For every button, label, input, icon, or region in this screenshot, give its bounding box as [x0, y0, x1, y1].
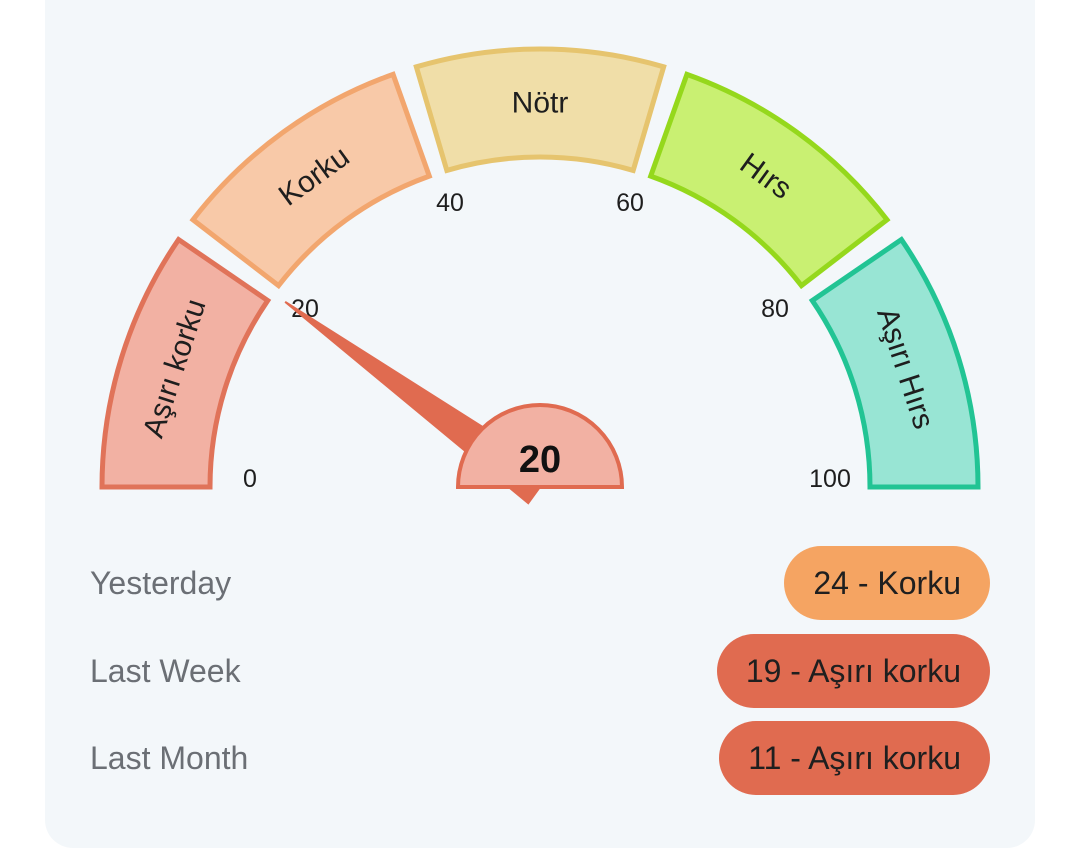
gauge-segment-aşırı-korku: [99, 236, 272, 490]
history-value-badge: 19 - Aşırı korku: [716, 634, 990, 708]
gauge-tick-label: 80: [761, 295, 789, 323]
gauge-tick-label: 40: [436, 189, 464, 217]
gauge-segment-label: Nötr: [512, 87, 569, 120]
history-value-badge: 11 - Aşırı korku: [719, 721, 990, 795]
history-label: Last Week: [90, 652, 241, 689]
gauge-segment-hırs: [647, 71, 891, 290]
gauge-value-label: 20: [519, 439, 561, 481]
gauge-segment-nötr: [413, 46, 667, 174]
gauge-needle-hub: [455, 403, 625, 489]
history-label: Yesterday: [90, 564, 232, 601]
history-row-last-month: Last Month 11 - Aşırı korku: [90, 721, 990, 795]
history-row-last-week: Last Week 19 - Aşırı korku: [90, 634, 990, 708]
gauge-segment-korku: [189, 71, 433, 290]
gauge-segment-aşırı-hırs: [808, 236, 981, 490]
gauge-tick-label: 0: [243, 465, 257, 493]
history-value-badge: 24 - Korku: [784, 546, 990, 620]
gauge-tick-label: 100: [809, 465, 851, 493]
history-label: Last Month: [90, 739, 249, 776]
gauge-tick-label: 60: [616, 189, 644, 217]
history-row-yesterday: Yesterday 24 - Korku: [90, 546, 990, 620]
